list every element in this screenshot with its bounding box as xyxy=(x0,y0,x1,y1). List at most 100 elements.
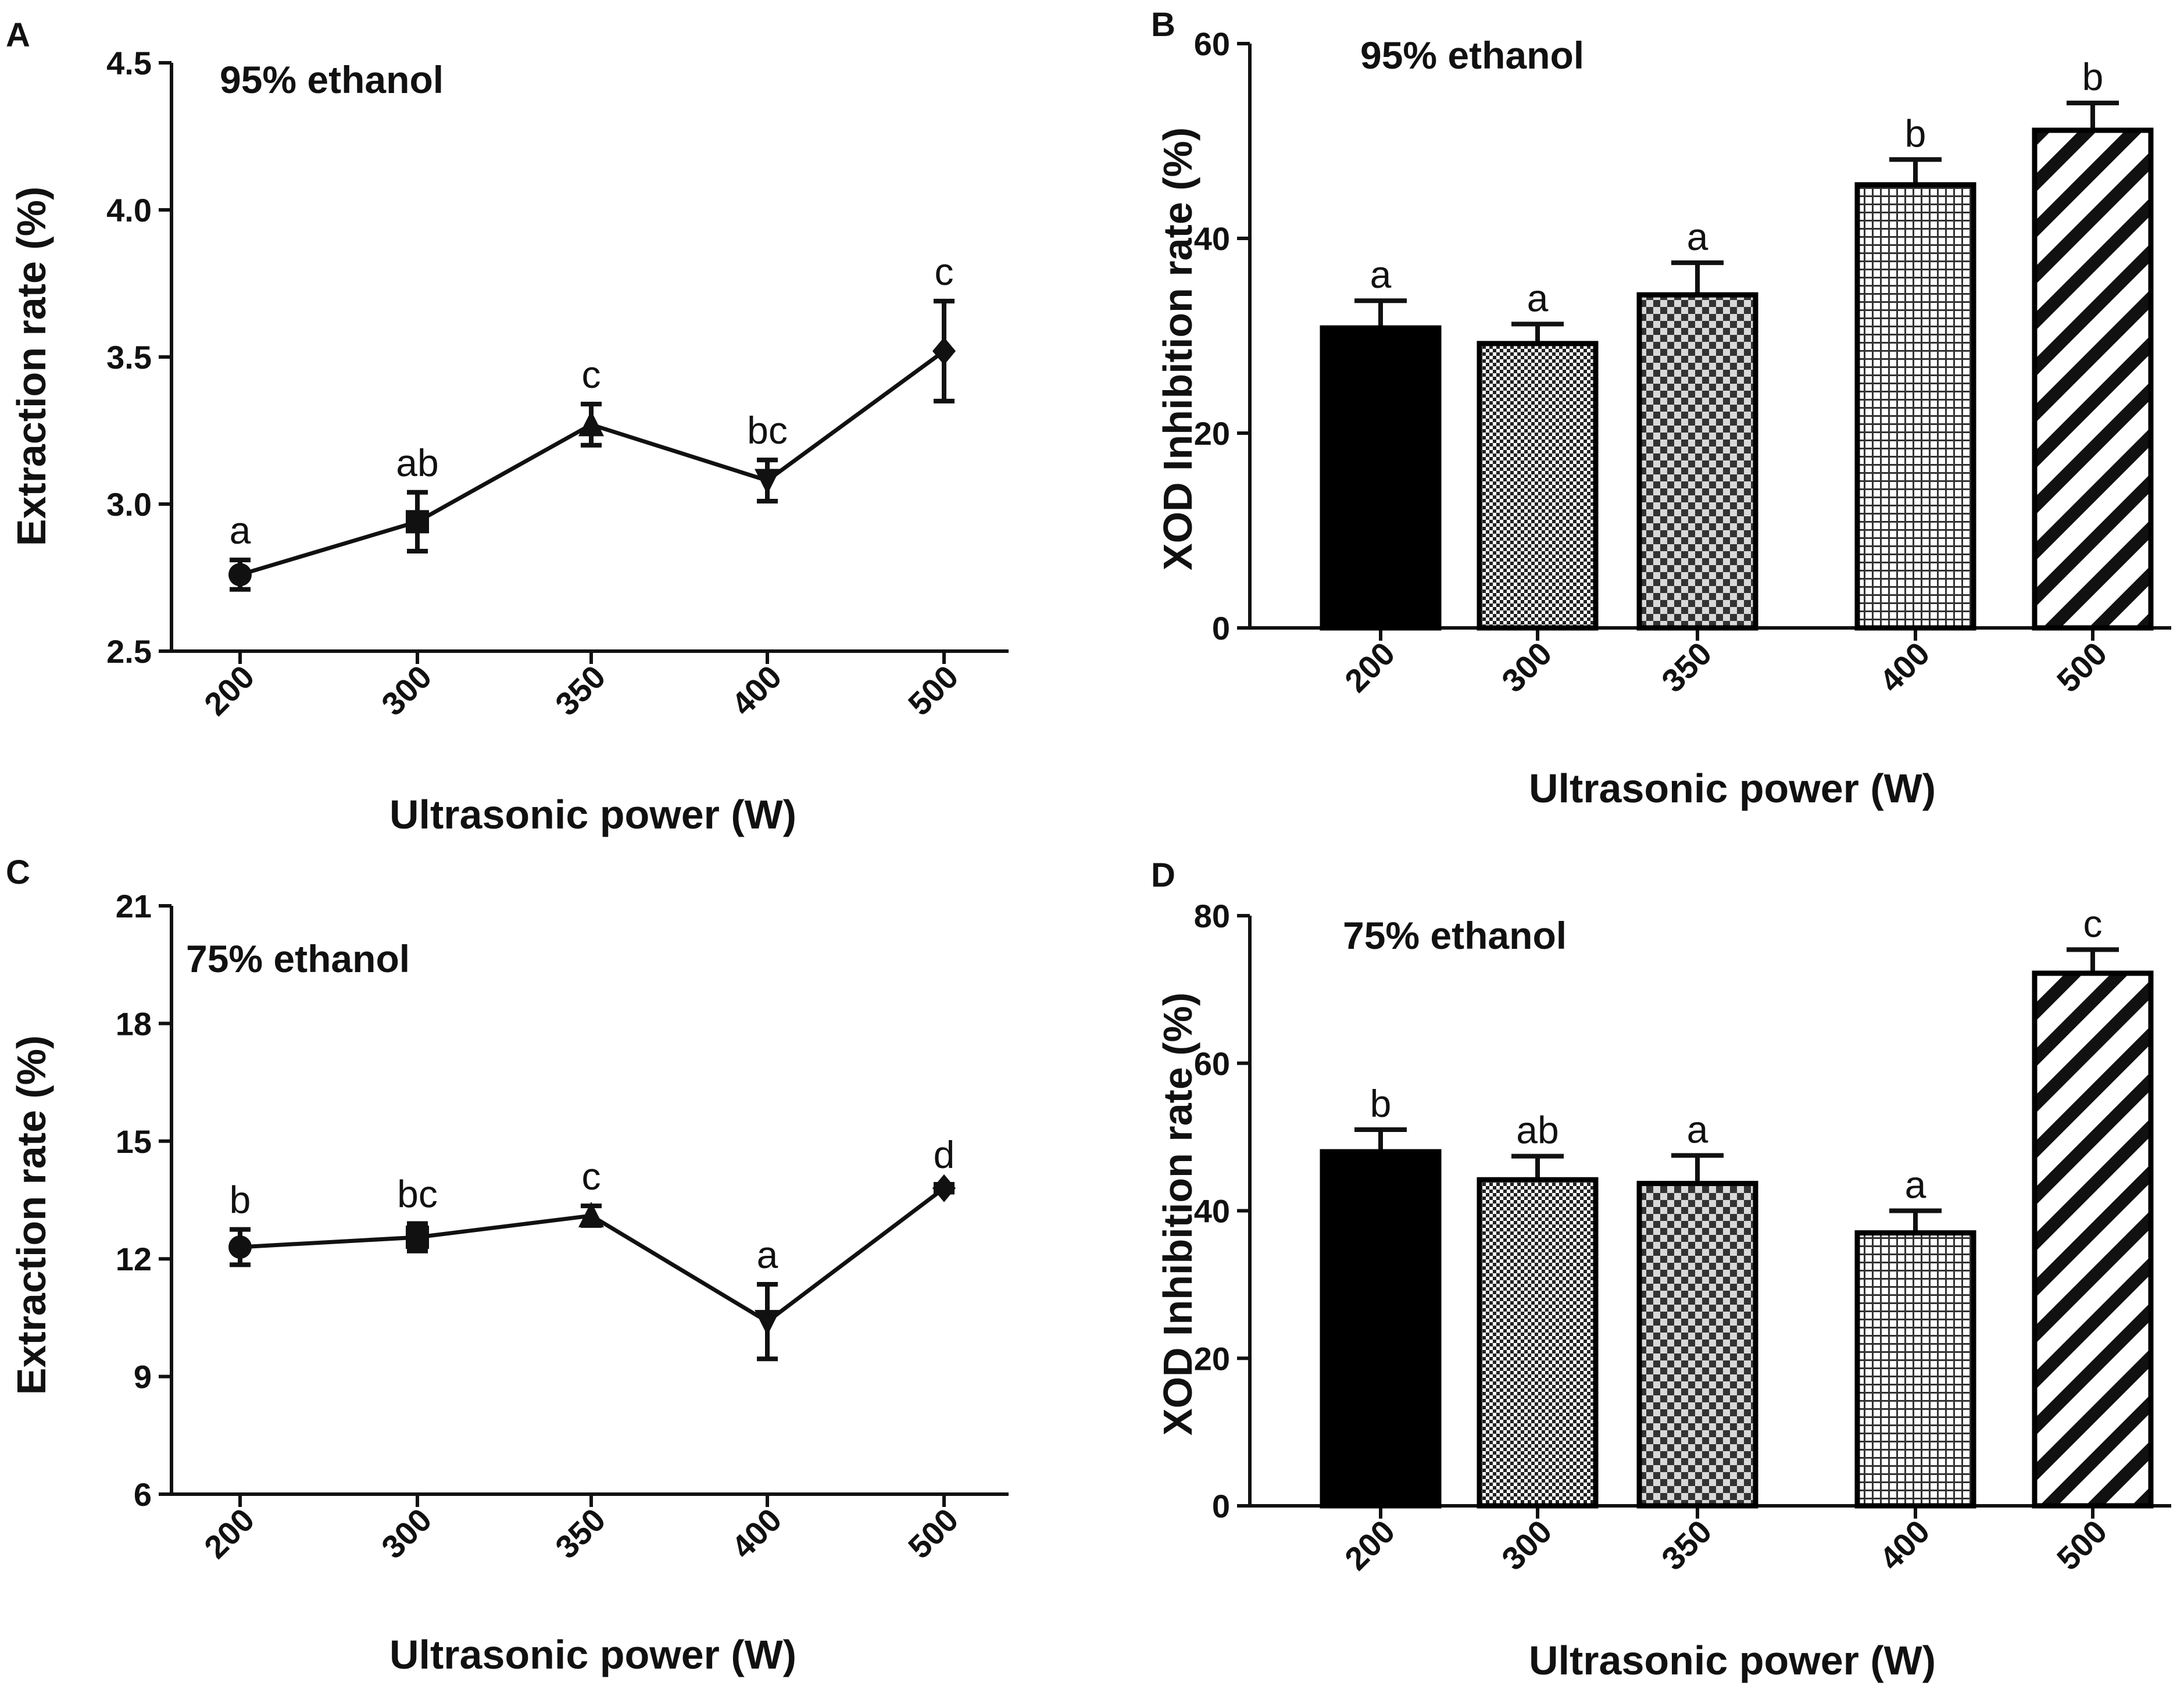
significance-letter: b xyxy=(230,1178,251,1222)
bar xyxy=(1854,182,1976,631)
panel-d: D 75% ethanol XOD Inhibition rate (%) Ul… xyxy=(1151,856,2171,1683)
data-point-marker xyxy=(406,510,429,534)
significance-letter: d xyxy=(934,1133,955,1176)
significance-letter: c xyxy=(2083,902,2103,945)
panel-letter: D xyxy=(1151,856,1175,894)
y-tick-label: 3.0 xyxy=(106,486,152,523)
data-point-marker xyxy=(755,1310,780,1336)
panel-c: C 75% ethanol Extraction rate (%) Ultras… xyxy=(6,853,1009,1677)
data-point-marker xyxy=(406,1226,429,1249)
x-axis-label: Ultrasonic power (W) xyxy=(1529,1638,1936,1683)
y-tick-label: 0 xyxy=(1212,610,1230,647)
x-tick-label: 350 xyxy=(1654,1513,1719,1577)
x-tick-label: 350 xyxy=(1654,635,1719,699)
y-tick-label: 4.5 xyxy=(106,45,152,81)
data-point-marker xyxy=(228,1235,252,1259)
bar xyxy=(1477,1177,1599,1509)
significance-letter: c xyxy=(582,353,601,396)
significance-letter: a xyxy=(757,1233,778,1276)
data-point-marker xyxy=(578,410,604,437)
y-axis-label: Extraction rate (%) xyxy=(9,1035,54,1395)
significance-letter: c xyxy=(582,1155,601,1198)
significance-letter: bc xyxy=(397,1172,438,1215)
data-point-marker xyxy=(932,337,956,365)
y-tick-label: 40 xyxy=(1194,1193,1230,1230)
data-point-marker xyxy=(228,563,252,587)
x-tick-label: 500 xyxy=(2050,1513,2114,1577)
x-tick-label: 500 xyxy=(2050,635,2114,699)
y-tick-label: 6 xyxy=(134,1476,152,1513)
significance-letter: a xyxy=(1687,215,1708,258)
data-point-marker xyxy=(932,1174,956,1202)
x-axis-label: Ultrasonic power (W) xyxy=(389,792,796,837)
significance-letter: a xyxy=(1687,1108,1708,1151)
y-tick-label: 2.5 xyxy=(106,633,152,670)
bar xyxy=(1636,292,1758,631)
significance-letter: a xyxy=(1527,276,1549,319)
significance-letter: ab xyxy=(396,441,438,484)
x-tick-label: 500 xyxy=(901,1501,966,1566)
y-tick-label: 60 xyxy=(1194,26,1230,62)
panel-annotation: 75% ethanol xyxy=(1343,914,1567,957)
panel-a: A 95% ethanol Extraction rate (%) Ultras… xyxy=(6,16,1009,837)
significance-letter: a xyxy=(1370,253,1392,296)
y-tick-label: 60 xyxy=(1194,1045,1230,1082)
x-tick-label: 300 xyxy=(1495,1513,1559,1577)
panel-annotation: 95% ethanol xyxy=(1360,34,1584,77)
x-tick-label: 500 xyxy=(901,658,966,723)
significance-letter: a xyxy=(230,509,251,552)
x-tick-label: 300 xyxy=(1495,635,1559,699)
y-tick-label: 9 xyxy=(134,1359,152,1395)
x-tick-label: 300 xyxy=(374,1501,439,1566)
x-tick-label: 400 xyxy=(1872,635,1937,699)
significance-letter: b xyxy=(1370,1082,1392,1125)
significance-letter: c xyxy=(935,250,954,293)
x-tick-label: 200 xyxy=(197,658,262,723)
bar xyxy=(1320,325,1442,631)
x-tick-label: 350 xyxy=(548,658,613,723)
x-tick-label: 300 xyxy=(374,658,439,723)
x-tick-label: 200 xyxy=(1338,635,1402,699)
x-tick-label: 400 xyxy=(724,1501,789,1566)
y-axis-label: Extraction rate (%) xyxy=(9,187,54,546)
bar xyxy=(1320,1149,1442,1509)
panel-letter: C xyxy=(6,853,30,891)
y-tick-label: 0 xyxy=(1212,1488,1230,1524)
x-tick-label: 400 xyxy=(1872,1513,1937,1577)
x-tick-label: 200 xyxy=(1338,1513,1402,1577)
y-tick-label: 4.0 xyxy=(106,192,152,228)
bar xyxy=(2032,127,2154,631)
panel-letter: B xyxy=(1151,6,1175,44)
y-tick-label: 40 xyxy=(1194,220,1230,257)
bar xyxy=(1854,1230,1976,1509)
y-tick-label: 3.5 xyxy=(106,339,152,376)
y-axis-label: XOD Inhibition rate (%) xyxy=(1155,127,1200,570)
panel-letter: A xyxy=(6,16,30,54)
y-tick-label: 20 xyxy=(1194,415,1230,452)
significance-letter: a xyxy=(1905,1163,1926,1206)
y-tick-label: 20 xyxy=(1194,1340,1230,1377)
panel-annotation: 75% ethanol xyxy=(186,937,410,980)
significance-letter: ab xyxy=(1516,1109,1559,1152)
significance-letter: bc xyxy=(747,409,788,452)
data-point-marker xyxy=(755,469,780,495)
bar xyxy=(1636,1181,1758,1509)
significance-letter: b xyxy=(1905,112,1926,155)
bar xyxy=(2032,970,2154,1509)
panel-annotation: 95% ethanol xyxy=(220,58,444,101)
bar xyxy=(1477,341,1599,631)
y-axis-label: XOD Inhibition rate (%) xyxy=(1155,992,1200,1435)
x-tick-label: 350 xyxy=(548,1501,613,1566)
x-axis-label: Ultrasonic power (W) xyxy=(389,1632,796,1677)
y-tick-label: 18 xyxy=(116,1005,152,1042)
y-tick-label: 80 xyxy=(1194,898,1230,934)
data-point-marker xyxy=(578,1201,604,1227)
x-tick-label: 400 xyxy=(724,658,789,723)
x-tick-label: 200 xyxy=(197,1501,262,1566)
panel-b: B 95% ethanol XOD Inhibition rate (%) Ul… xyxy=(1151,6,2171,811)
y-tick-label: 21 xyxy=(116,888,152,924)
y-tick-label: 12 xyxy=(116,1241,152,1277)
significance-letter: b xyxy=(2082,55,2104,98)
y-tick-label: 15 xyxy=(116,1123,152,1160)
